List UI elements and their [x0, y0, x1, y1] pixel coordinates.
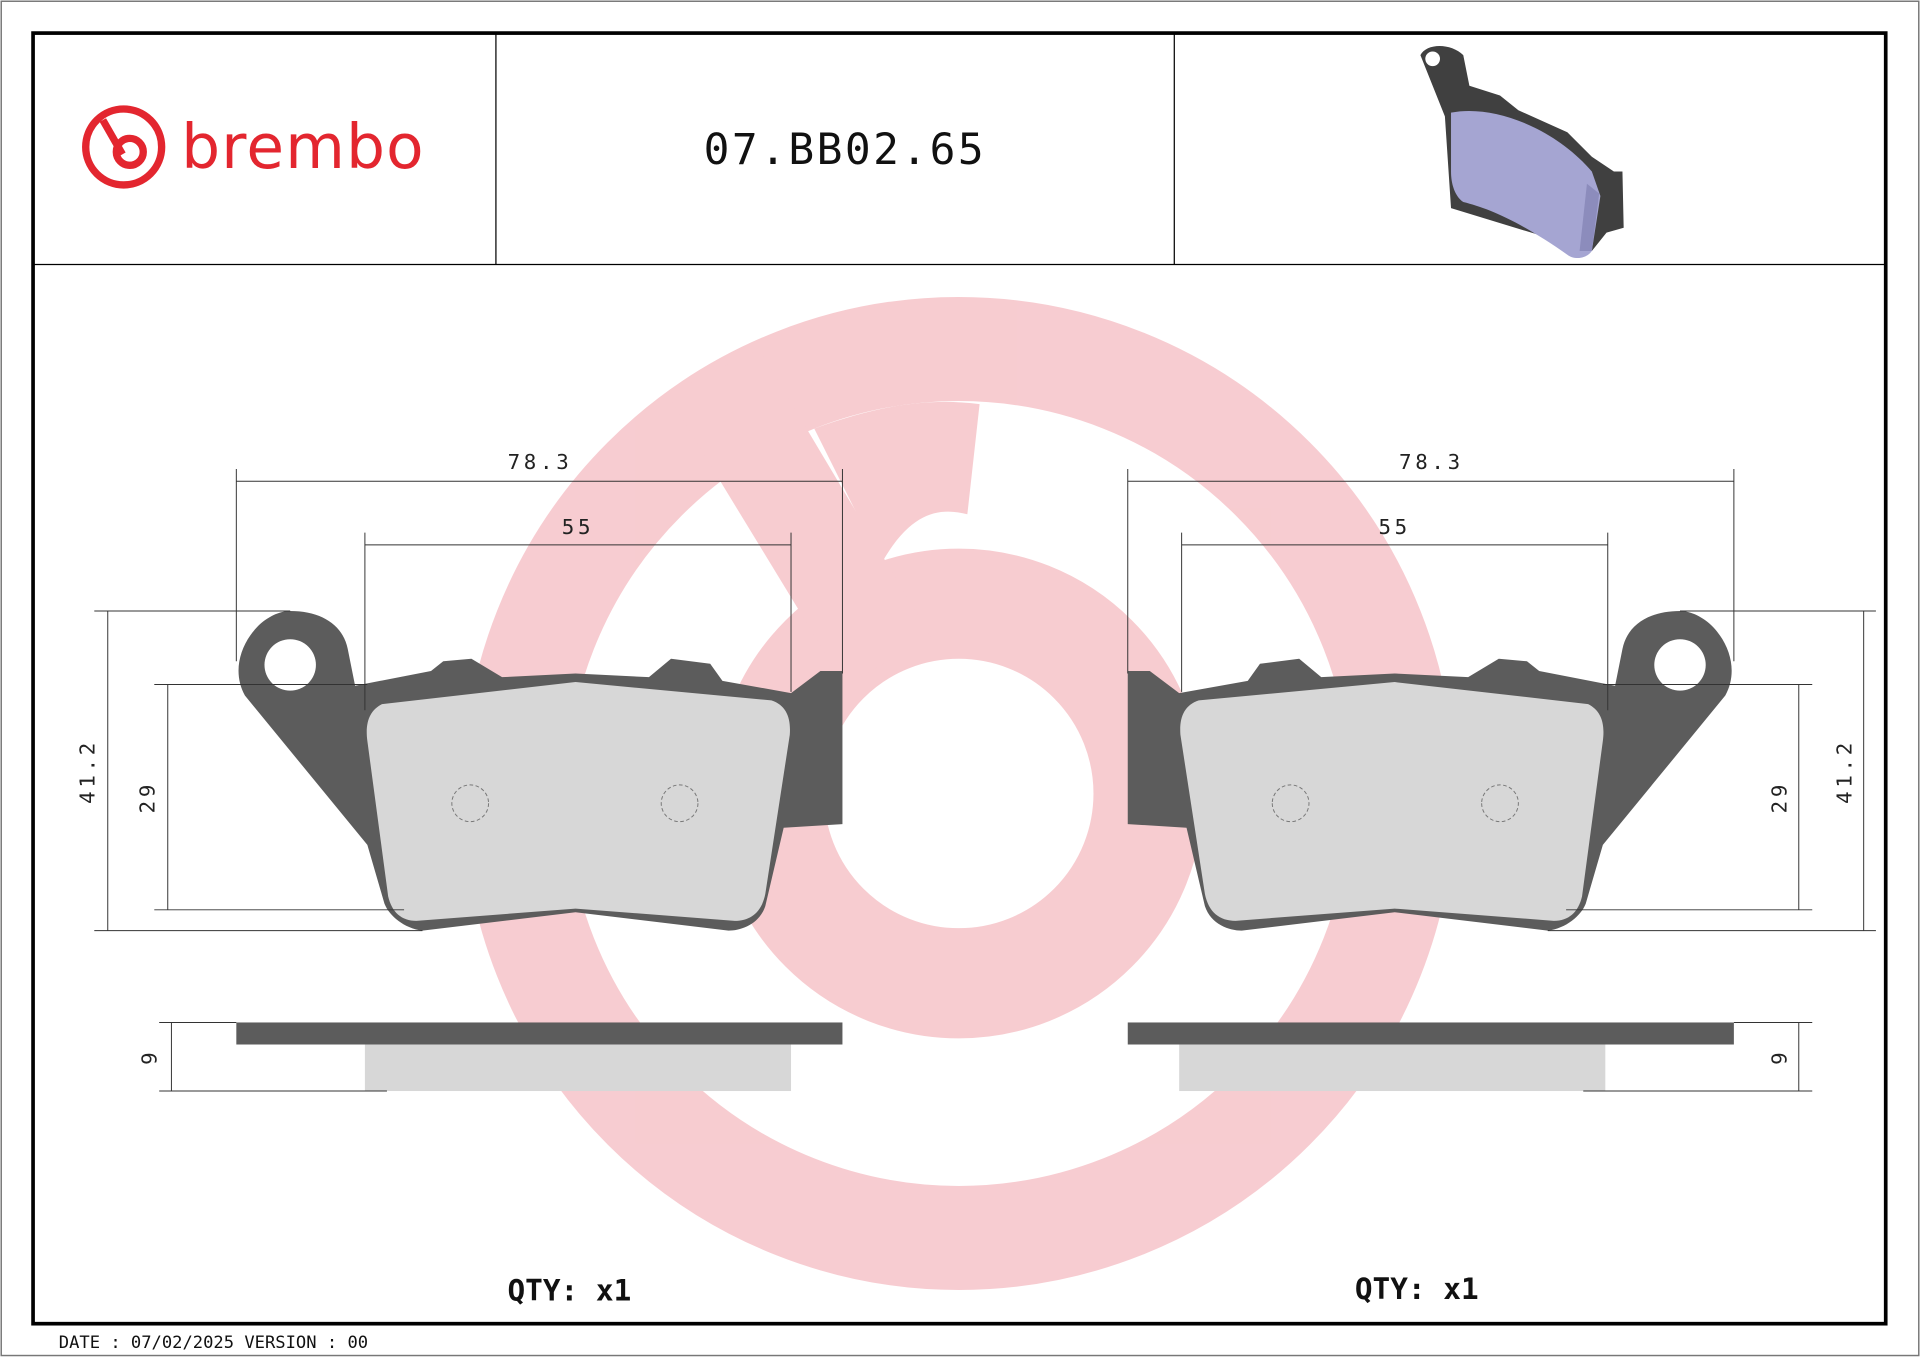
left-dimension-lines: [94, 469, 843, 1092]
brembo-logo: brembo: [82, 105, 425, 189]
date-version-footer: DATE : 07/02/2025 VERSION : 00: [59, 1333, 368, 1353]
right-height-pad-label: 29: [1768, 781, 1792, 813]
left-height-overall-label: 41.2: [75, 739, 99, 804]
left-height-pad-label: 29: [135, 781, 159, 813]
right-height-overall-label: 41.2: [1832, 739, 1856, 804]
left-thickness-label: 9: [138, 1049, 162, 1065]
brake-pad-render: [1420, 45, 1624, 259]
left-width-pad-label: 55: [562, 515, 594, 539]
right-dimension-lines: [1127, 469, 1876, 1092]
frame: [31, 31, 1888, 1326]
left-qty-label: QTY: x1: [507, 1273, 631, 1307]
part-number: 07.BB02.65: [704, 125, 986, 175]
left-width-overall-label: 78.3: [508, 450, 573, 474]
right-thickness-label: 9: [1768, 1049, 1792, 1065]
right-qty-label: QTY: x1: [1355, 1272, 1479, 1306]
right-width-pad-label: 55: [1378, 515, 1410, 539]
brand-wordmark: brembo: [181, 112, 425, 183]
right-width-overall-label: 78.3: [1399, 450, 1464, 474]
right-pad-drawing: [1127, 610, 1735, 1092]
